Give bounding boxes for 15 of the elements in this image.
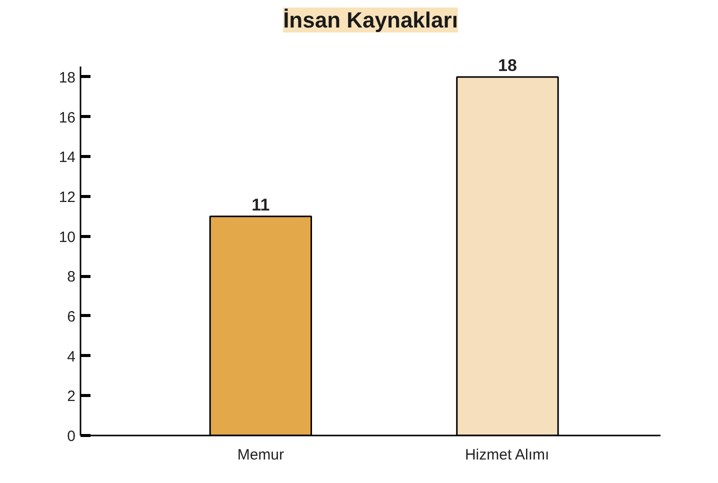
x-tick-label: Memur	[237, 446, 284, 464]
data-label: 18	[498, 56, 517, 75]
y-tick-label: 2	[67, 388, 76, 406]
y-tick-label: 10	[58, 228, 76, 246]
y-tick-label: 4	[67, 348, 76, 366]
y-tick-label: 8	[67, 268, 76, 286]
x-tick-label: Hizmet Alımı	[464, 446, 550, 464]
y-tick-label: 6	[67, 308, 76, 326]
y-tick-label: 14	[58, 149, 76, 166]
y-tick-label: 18	[58, 69, 76, 86]
chart-title: İnsan Kaynakları	[283, 8, 458, 32]
y-tick-label: 16	[58, 109, 76, 126]
y-tick-label: 0	[67, 428, 76, 445]
data-label: 11	[252, 195, 270, 214]
y-tick-label: 12	[58, 188, 76, 206]
